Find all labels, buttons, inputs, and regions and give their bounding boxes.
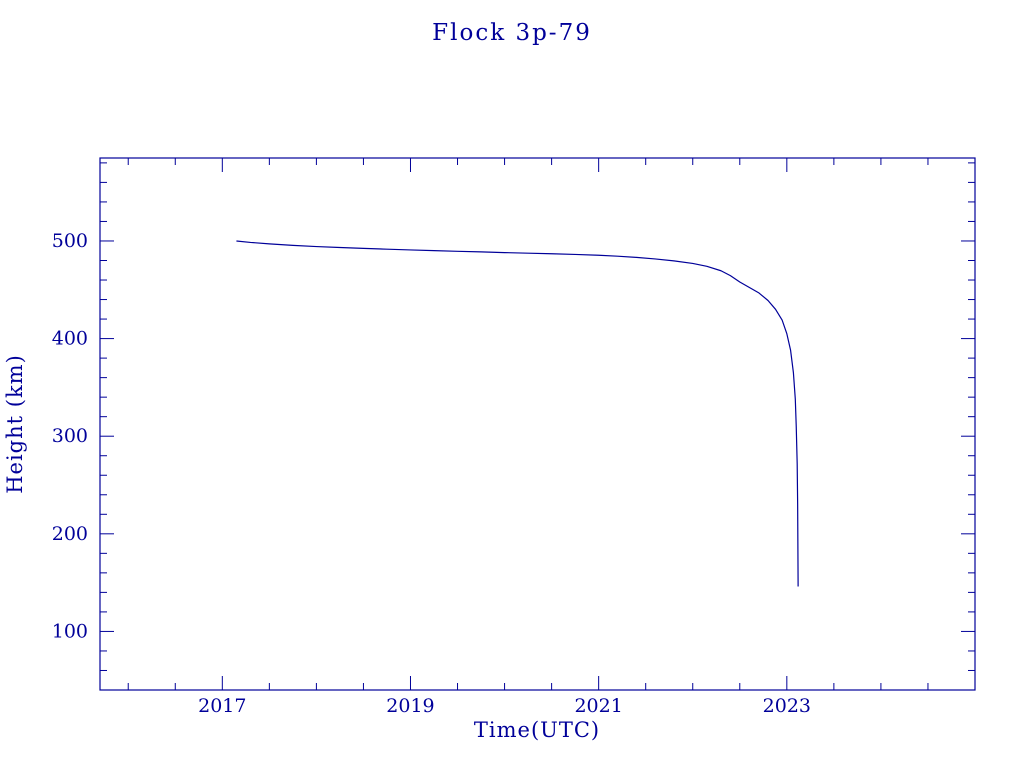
y-tick-label: 400 xyxy=(52,328,88,350)
x-tick-label: 2019 xyxy=(386,695,434,717)
plot-border xyxy=(99,157,976,691)
plot-area: 2017 2019 2021 2023 100 200 300 400 500 xyxy=(52,157,976,717)
y-tick-label: 300 xyxy=(52,425,88,447)
x-axis-label: Time(UTC) xyxy=(474,718,600,742)
y-axis-label: Height (km) xyxy=(3,354,27,494)
y-tick-label: 200 xyxy=(52,523,88,545)
x-tick-label: 2023 xyxy=(763,695,811,717)
x-tick-label: 2021 xyxy=(574,695,622,717)
height-series-line xyxy=(236,240,799,587)
chart-title: Flock 3p-79 xyxy=(432,20,592,46)
y-tick-label: 500 xyxy=(52,230,88,252)
y-tick-label: 100 xyxy=(52,620,88,642)
x-tick-label: 2017 xyxy=(198,695,246,717)
